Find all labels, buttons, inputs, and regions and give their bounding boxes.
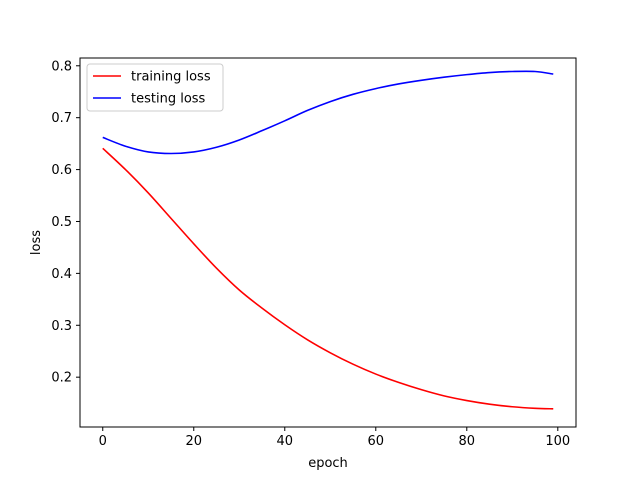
legend-label-training-loss: training loss	[131, 70, 211, 85]
plot-frame	[79, 57, 577, 428]
series-line-testing-loss	[102, 70, 554, 155]
y-tick-label: 0.2	[51, 371, 72, 386]
x-tick-label: 20	[185, 434, 202, 449]
legend: training loss testing loss	[86, 63, 224, 112]
x-tick-label: 0	[99, 434, 107, 449]
y-tick-label: 0.4	[51, 267, 72, 282]
x-tick-label: 40	[276, 434, 293, 449]
ticks-layer: 0 20 40 60 80 100 0.2 0.3 0.4 0.5 0.6 0.7 0.8	[51, 59, 570, 449]
y-tick-label: 0.5	[51, 215, 72, 230]
y-tick-label: 0.7	[51, 111, 72, 126]
y-tick-label: 0.3	[51, 319, 72, 334]
plot-layer	[102, 70, 554, 410]
legend-label-testing-loss: testing loss	[131, 92, 206, 107]
x-tick-label: 60	[368, 434, 385, 449]
x-tick-label: 100	[545, 434, 570, 449]
y-axis-label: loss	[29, 230, 44, 255]
x-axis-label: epoch	[308, 456, 348, 471]
y-tick-label: 0.6	[51, 163, 72, 178]
x-tick-label: 80	[459, 434, 476, 449]
series-line-training-loss	[102, 147, 554, 410]
y-tick-label: 0.8	[51, 59, 72, 74]
